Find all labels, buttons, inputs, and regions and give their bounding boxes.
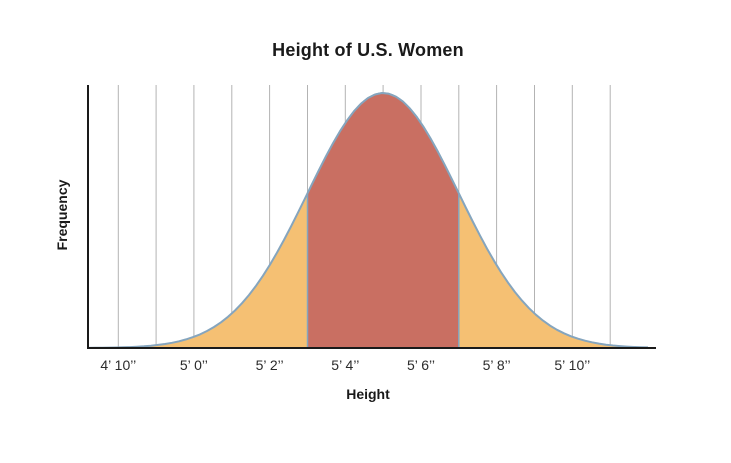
center-region <box>306 92 460 349</box>
x-tick-label: 5’ 0’’ <box>179 357 208 373</box>
curve-line <box>87 92 649 349</box>
x-axis-tick-labels: 4’ 10’’ 5’ 0’’ 5’ 2’’ 5’ 4’’ 5’ 6’’ 5’ 8’’ 5’ … <box>0 357 731 377</box>
x-tick-label: 5’ 2’’ <box>255 357 284 373</box>
x-tick-label: 5’ 4’’ <box>331 357 360 373</box>
x-tick-label: 4’ 10’’ <box>100 357 137 373</box>
x-tick-label: 5’ 6’’ <box>406 357 436 373</box>
chart-title: Height of U.S. Women <box>272 40 464 60</box>
x-tick-label: 5’ 8’’ <box>482 357 511 373</box>
x-axis-label: Height <box>346 386 390 402</box>
x-tick-label: 5’ 10’’ <box>554 357 591 373</box>
